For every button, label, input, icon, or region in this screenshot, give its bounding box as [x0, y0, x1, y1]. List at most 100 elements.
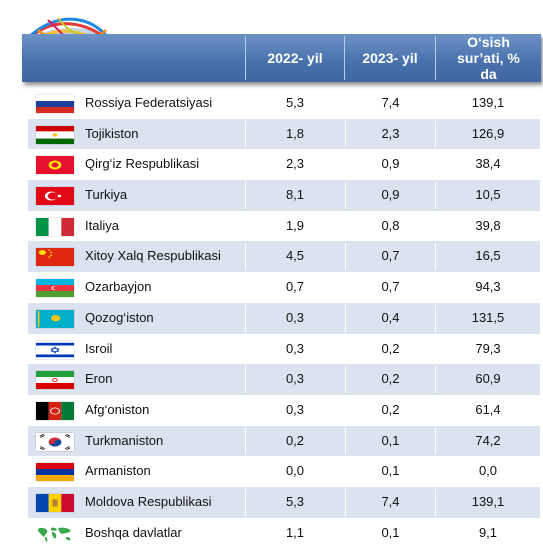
header-divider	[435, 36, 436, 80]
column-divider	[435, 90, 436, 117]
value-2022: 0,2	[285, 432, 305, 448]
column-divider	[435, 120, 436, 148]
column-divider	[245, 519, 246, 547]
table-row: Moldova Respublikasi 5,3 7,4 139,1	[28, 486, 540, 518]
column-divider	[435, 519, 436, 547]
value-2023: 7,4	[381, 95, 400, 110]
column-divider	[245, 335, 246, 363]
column-divider	[245, 182, 246, 209]
growth-rate: 61,4	[475, 401, 501, 417]
column-divider	[435, 304, 436, 332]
column-divider	[345, 274, 346, 301]
growth-rate: 60,9	[475, 371, 501, 387]
value-2023: 0,2	[381, 340, 400, 356]
growth-rate: 39,8	[475, 217, 501, 233]
column-divider	[435, 458, 436, 485]
value-2023: 0,2	[381, 371, 400, 387]
country-name: Afg‘oniston	[85, 401, 150, 417]
armenia-flag-icon	[36, 463, 74, 482]
column-divider	[345, 335, 346, 363]
value-2023: 0,1	[381, 463, 400, 479]
column-divider	[435, 335, 436, 363]
growth-rate: 94,3	[475, 279, 501, 295]
column-divider	[345, 182, 346, 209]
column-divider	[435, 366, 436, 393]
column-divider	[245, 458, 246, 485]
table-body: Rossiya Federatsiyasi 5,3 7,4 139,1 Toji…	[28, 88, 540, 548]
value-2022: 0,7	[285, 279, 305, 295]
table-row: Afg‘oniston 0,3 0,2 61,4	[28, 395, 540, 426]
column-divider	[345, 366, 346, 393]
value-2022: 0,3	[285, 401, 305, 417]
column-divider	[245, 243, 246, 271]
growth-rate: 0,0	[478, 463, 498, 479]
column-divider	[345, 488, 346, 516]
iran-flag-icon	[36, 371, 74, 390]
value-2023: 0,9	[381, 156, 400, 172]
header-divider	[344, 36, 345, 80]
growth-rate: 131,5	[471, 309, 505, 325]
value-2023: 0,4	[381, 309, 400, 325]
column-divider	[435, 212, 436, 240]
table-row: Ozarbayjon 0,7 0,7 94,3	[28, 272, 540, 303]
value-2022: 4,5	[285, 248, 305, 264]
moldova-flag-icon	[36, 493, 74, 512]
column-divider	[245, 366, 246, 393]
turkey-flag-icon	[36, 187, 74, 206]
column-divider	[245, 151, 246, 179]
growth-rate: 38,4	[475, 156, 501, 172]
column-divider	[345, 90, 346, 117]
column-divider	[345, 243, 346, 271]
growth-rate: 10,5	[475, 187, 501, 203]
country-name: Ozarbayjon	[85, 279, 152, 295]
header-growth-rate: O‘sish sur’ati, % da	[457, 34, 520, 82]
column-divider	[345, 427, 346, 455]
table-row: Turkmaniston 0,2 0,1 74,2	[28, 425, 540, 457]
value-2022: 1,9	[285, 217, 305, 233]
value-2023: 0,1	[381, 432, 400, 448]
value-2023: 0,2	[381, 401, 400, 417]
column-divider	[245, 396, 246, 424]
afghanistan-flag-icon	[36, 401, 74, 420]
table-row: Xitoy Xalq Respublikasi 4,5 0,7 16,5	[28, 241, 540, 273]
italy-flag-icon	[36, 217, 74, 236]
growth-rate: 16,5	[475, 248, 501, 264]
value-2022: 0,0	[285, 463, 305, 479]
country-name: Tojikiston	[85, 125, 139, 141]
value-2023: 0,9	[381, 187, 400, 203]
tajikistan-flag-icon	[36, 125, 74, 144]
growth-rate: 139,1	[471, 95, 505, 110]
country-name: Turkiya	[85, 187, 128, 203]
growth-rate: 9,1	[478, 524, 498, 540]
value-2023: 0,8	[381, 217, 400, 233]
column-divider	[435, 151, 436, 179]
value-2023: 0,1	[381, 524, 400, 540]
table-row: Isroil 0,3 0,2 79,3	[28, 334, 540, 365]
table-row: Eron 0,3 0,2 60,9	[28, 364, 540, 395]
column-divider	[245, 427, 246, 455]
country-name: Armaniston	[85, 463, 151, 479]
column-divider	[435, 243, 436, 271]
column-divider	[245, 274, 246, 301]
azerbaijan-flag-icon	[36, 279, 74, 298]
value-2022: 0,3	[285, 340, 305, 356]
column-divider	[245, 304, 246, 332]
value-2022: 5,3	[285, 493, 305, 509]
value-2023: 0,7	[381, 248, 400, 264]
table-row: Turkiya 8,1 0,9 10,5	[28, 180, 540, 211]
growth-rate: 74,2	[475, 432, 501, 448]
value-2022: 1,8	[285, 125, 305, 141]
column-divider	[435, 396, 436, 424]
growth-rate: 126,9	[471, 125, 505, 141]
country-name: Eron	[85, 371, 113, 387]
table-row: Armaniston 0,0 0,1 0,0	[28, 456, 540, 487]
growth-rate: 139,1	[471, 493, 505, 509]
table-row: Boshqa davlatlar 1,1 0,1 9,1	[28, 518, 540, 549]
country-name: Italiya	[85, 217, 119, 233]
header-2022: 2022- yil	[267, 50, 323, 66]
growth-rate: 79,3	[475, 340, 501, 356]
column-divider	[345, 212, 346, 240]
column-divider	[345, 304, 346, 332]
israel-flag-icon	[36, 340, 74, 359]
